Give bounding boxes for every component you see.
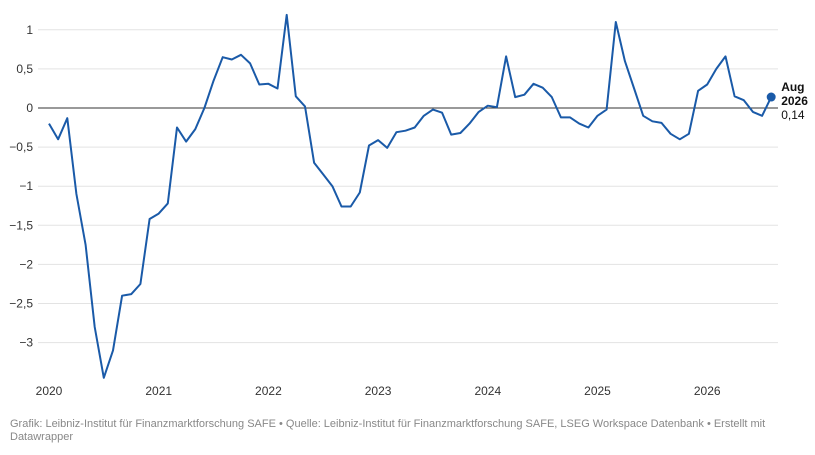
x-axis-tick-labels: 2020 2021 2022 2023 2024 2025 2026 — [36, 384, 721, 398]
line-chart: 1 0,5 0 −0,5 −1 −1,5 −2 −2,5 −3 2020 2021 2022 2023… — [9, 13, 808, 398]
y-tick-label: −0,5 — [9, 140, 33, 154]
y-tick-label: 0 — [26, 101, 33, 115]
y-tick-label: −2 — [19, 257, 33, 271]
y-tick-label: −1 — [19, 179, 33, 193]
last-point-month-label: Aug — [781, 80, 804, 94]
x-tick-label: 2026 — [694, 384, 721, 398]
y-axis-tick-labels: 1 0,5 0 −0,5 −1 −1,5 −2 −2,5 −3 — [9, 23, 33, 350]
y-tick-label: 0,5 — [16, 62, 33, 76]
x-tick-label: 2025 — [584, 384, 611, 398]
last-point-year-label: 2026 — [781, 94, 808, 108]
x-tick-label: 2023 — [365, 384, 392, 398]
last-point-value-label: 0,14 — [781, 108, 805, 122]
gridlines — [38, 29, 778, 344]
series-line — [48, 13, 773, 379]
y-tick-label: −2,5 — [9, 297, 33, 311]
x-tick-label: 2024 — [474, 384, 501, 398]
last-point-marker — [766, 92, 776, 102]
y-tick-label: −1,5 — [9, 218, 33, 232]
x-tick-label: 2020 — [36, 384, 63, 398]
y-tick-label: 1 — [26, 23, 33, 37]
source-footer: Grafik: Leibniz-Institut für Finanzmarkt… — [10, 418, 766, 443]
x-tick-label: 2022 — [255, 384, 282, 398]
x-tick-label: 2021 — [145, 384, 172, 398]
y-tick-label: −3 — [19, 336, 33, 350]
